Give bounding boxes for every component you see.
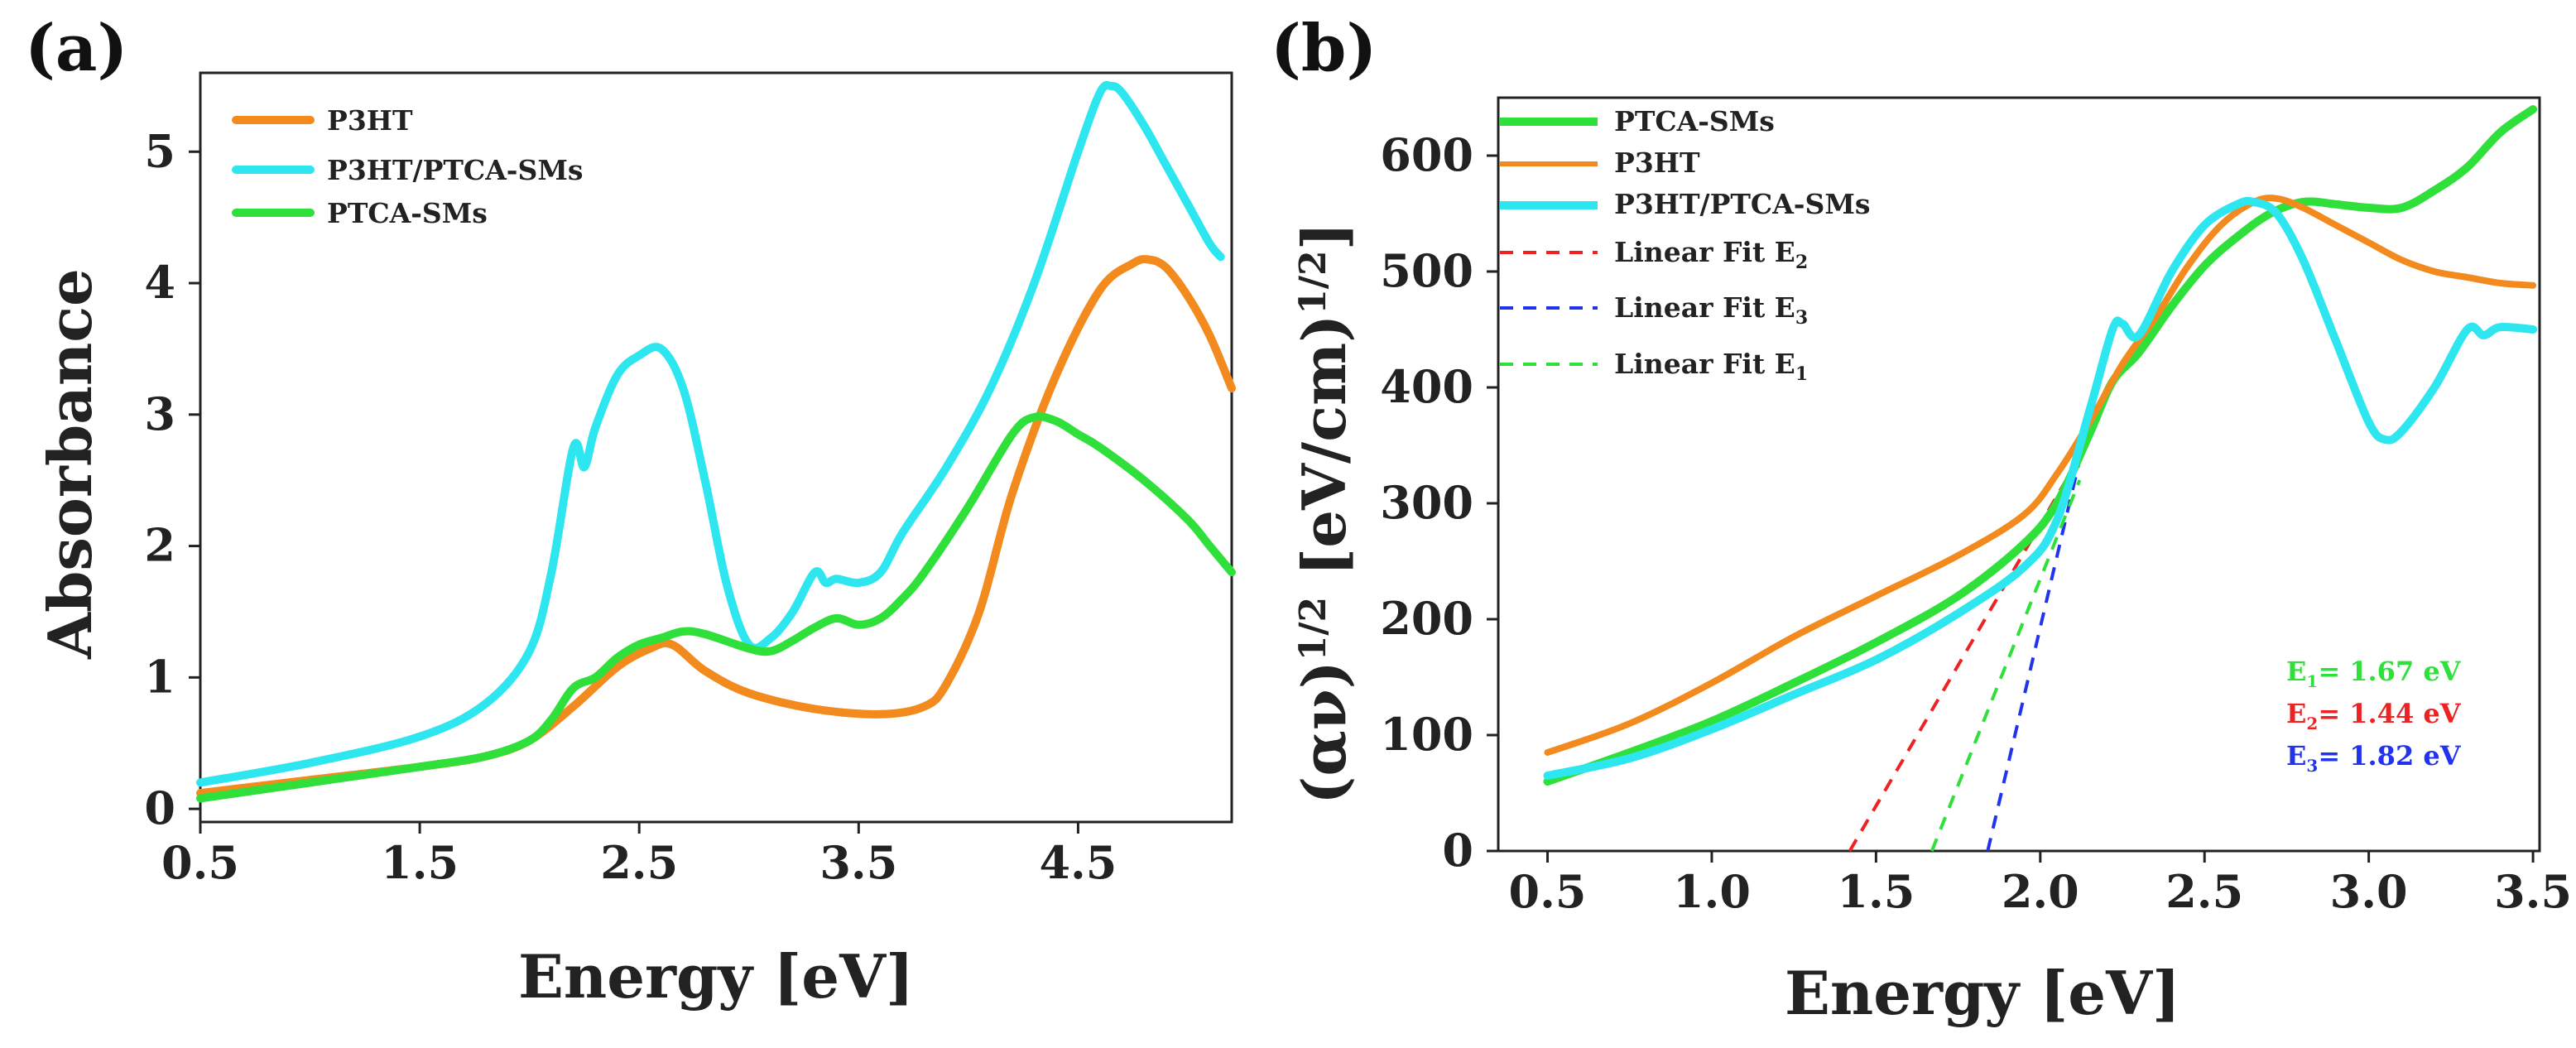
y-tick-label: 300: [1380, 476, 1473, 529]
series-line-p3ht-ptca-sms: [196, 80, 1225, 787]
series-line-p3ht: [1544, 195, 2537, 756]
panel-a-x-axis-title: Energy [eV]: [518, 941, 914, 1012]
annotation-e2: E2= 1.44 eV: [2286, 698, 2462, 733]
panel-b-plot-frame: [1497, 96, 2541, 853]
panel-b-y-axis-title: (αν)1/2 [eV/cm)1/2]: [1289, 222, 1359, 804]
panel-b-series: [1543, 105, 2538, 786]
x-tick-label: 3.5: [2494, 865, 2572, 918]
y-tick-label: 0: [144, 781, 175, 834]
panel-b-y-title-mid: [eV/cm): [1289, 315, 1359, 597]
x-tick-label: 3.0: [2330, 865, 2408, 918]
y-tick-label: 4: [144, 256, 175, 309]
panel-b-legend: PTCA-SMs P3HT P3HT/PTCA-SMs Linear Fit E…: [1500, 105, 1870, 385]
legend-b-fit-e2-label: Linear Fit E2: [1614, 236, 1808, 273]
y-tick-label: 200: [1380, 592, 1473, 645]
panel-b-ticks: [1487, 154, 2535, 863]
panel-b-linear-fits: [1848, 375, 2102, 853]
y-tick-label: 5: [144, 124, 175, 177]
panel-b-chart: (b) 0.5 1.0 1.5 2.0 2.5 3.0 3.5 0 100 200 300 400 50…: [1271, 11, 2572, 1028]
panel-b-y-title-sup: 1/2: [1292, 597, 1334, 661]
series-line-p3ht-ptca-sms: [1543, 196, 2538, 780]
series-line-ptca-sms: [1543, 105, 2538, 786]
panel-a-chart: (a) 0.5 1.5 2.5 3.5 4.5 0 1 2 3 4 5 Energy [eV] Ab…: [25, 11, 1236, 1012]
legend-a-p3ht-label: P3HT: [327, 104, 413, 137]
panel-a-plot-frame: [199, 71, 1233, 824]
x-tick-label: 1.5: [381, 836, 459, 889]
x-tick-label: 1.0: [1673, 865, 1751, 918]
y-tick-label: 600: [1380, 128, 1473, 181]
y-tick-label: 3: [144, 387, 175, 440]
legend-b-ptca-label: PTCA-SMs: [1614, 105, 1775, 137]
panel-a-y-axis-title: Absorbance: [35, 268, 105, 660]
annotation-e3: E3= 1.82 eV: [2286, 740, 2462, 776]
fit-line-linear-fit-e1: [1930, 479, 2082, 852]
legend-b-fit-e1-label: Linear Fit E1: [1614, 348, 1808, 385]
y-tick-label: 0: [1442, 824, 1473, 877]
panel-b-tick-labels: 0.5 1.0 1.5 2.0 2.5 3.0 3.5 0 100 200 300 400 500 600: [1380, 128, 2572, 918]
y-tick-label: 500: [1380, 244, 1473, 297]
panel-b-letter: (b): [1271, 11, 1377, 86]
panel-b-bandgap-annotations: E1= 1.67 eV E2= 1.44 eV E3= 1.82 eV: [2286, 656, 2462, 776]
x-tick-label: 2.5: [600, 836, 678, 889]
panel-b-y-title-sup2: 1/2: [1292, 250, 1334, 314]
y-tick-label: 100: [1380, 708, 1473, 761]
x-tick-label: 2.0: [2002, 865, 2079, 918]
series-line-ptca-sms: [196, 412, 1236, 803]
panel-a-legend: P3HT P3HT/PTCA-SMs PTCA-SMs: [232, 104, 583, 229]
panel-b-x-axis-title: Energy [eV]: [1785, 958, 2180, 1028]
x-tick-label: 3.5: [819, 836, 897, 889]
y-tick-label: 400: [1380, 360, 1473, 413]
legend-a-ptca-label: PTCA-SMs: [327, 197, 488, 229]
panel-b-y-title-end: ]: [1289, 222, 1359, 250]
x-tick-label: 0.5: [1509, 865, 1587, 918]
y-tick-label: 2: [144, 519, 175, 572]
panel-a-letter: (a): [25, 11, 127, 86]
panel-a-tick-labels: 0.5 1.5 2.5 3.5 4.5 0 1 2 3 4 5: [144, 124, 1117, 889]
legend-b-fit-e3-label: Linear Fit E3: [1614, 291, 1808, 329]
panel-a-series: [196, 80, 1236, 803]
panel-b-y-title-main: (αν): [1289, 661, 1359, 805]
x-tick-label: 4.5: [1039, 836, 1117, 889]
x-tick-label: 1.5: [1837, 865, 1915, 918]
x-tick-label: 0.5: [161, 836, 239, 889]
legend-b-p3ht-label: P3HT: [1614, 147, 1700, 179]
annotation-e1: E1= 1.67 eV: [2286, 656, 2462, 691]
panel-a-ticks: [189, 150, 1079, 834]
y-tick-label: 1: [144, 650, 175, 703]
x-tick-label: 2.5: [2165, 865, 2243, 918]
legend-a-blend-label: P3HT/PTCA-SMs: [327, 154, 583, 186]
legend-b-blend-label: P3HT/PTCA-SMs: [1614, 188, 1870, 220]
